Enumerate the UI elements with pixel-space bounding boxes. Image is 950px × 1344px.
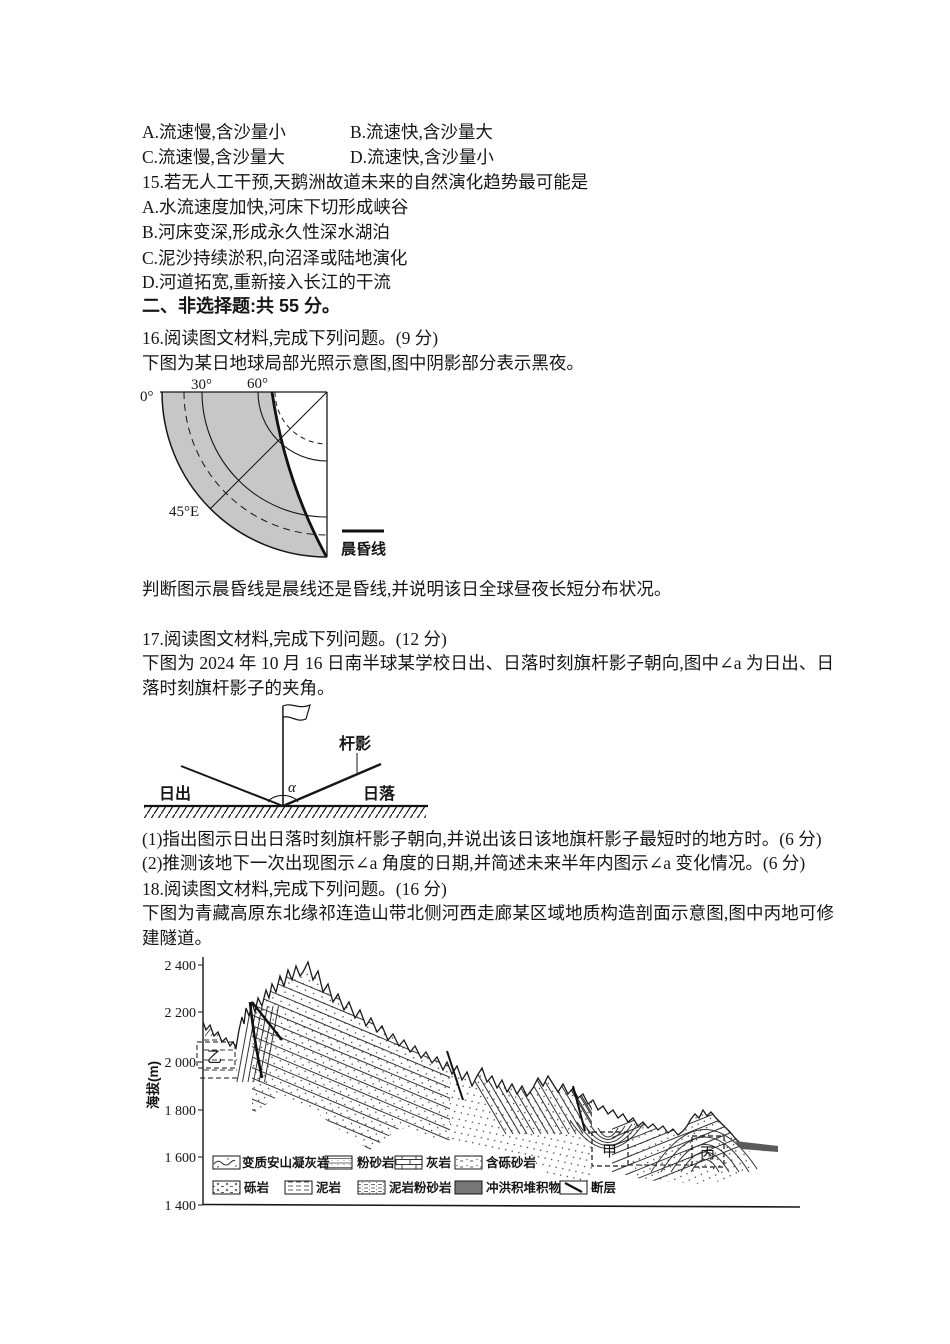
fig16-legend-label: 晨昏线 xyxy=(341,540,386,558)
fig17-flag-icon xyxy=(282,703,311,721)
fig18-legend-label-5: 砾岩 xyxy=(244,1180,270,1195)
fig18-legend-label-8: 冲洪积堆积物 xyxy=(486,1180,562,1195)
fig17-label-pole-shadow: 杆影 xyxy=(339,734,371,753)
fig18-label-yi: 乙 xyxy=(207,1050,222,1066)
fig18-legend-label-7: 泥岩粉砂岩 xyxy=(389,1180,452,1195)
q14-option-a: A.流速慢,含沙量小 xyxy=(142,122,286,142)
q14-option-d: D.流速快,含沙量小 xyxy=(350,147,494,167)
fig18-ytick-2000: 2 000 xyxy=(165,1056,197,1071)
q18-stem: 18.阅读图文材料,完成下列问题。(16 分) xyxy=(142,879,447,899)
fig17-label-sunset: 日落 xyxy=(363,784,396,803)
fig18-legend-label-4: 含砾砂岩 xyxy=(485,1155,537,1170)
fig18-label-jia: 甲 xyxy=(602,1144,617,1160)
section-heading: 二、非选择题:共 55 分。 xyxy=(142,296,341,316)
q15-option-b: B.河床变深,形成永久性深水湖泊 xyxy=(142,222,390,242)
fig18-legend: 变质安山凝灰岩 粉砂岩 灰岩 含砾砂岩 砾岩 泥岩 泥岩粉砂岩 冲洪积堆积物 断… xyxy=(212,1155,617,1195)
fig18-baseline xyxy=(202,1203,801,1208)
fig18-legend-label-9: 断层 xyxy=(591,1180,617,1195)
fig18-legend-label-2: 粉砂岩 xyxy=(357,1155,395,1170)
fig17-sunrise-shadow-line xyxy=(180,765,284,807)
fig17-label-sunrise: 日出 xyxy=(159,784,191,803)
fig18-legend-label-3: 灰岩 xyxy=(426,1155,452,1170)
fig16-label-45e: 45°E xyxy=(169,504,199,520)
q17-sub1: (1)指出图示日出日落时刻旗杆影子朝向,并说出该日该地旗杆影子最短时的地方时。(… xyxy=(142,829,822,849)
fig16-illumination-diagram: 0° 30° 60° 45°E 晨昏线 xyxy=(140,376,386,558)
q16-stem: 16.阅读图文材料,完成下列问题。(9 分) xyxy=(142,328,439,348)
fig18-box-yi xyxy=(196,1041,236,1069)
fig18-geologic-cross-section: 2 400 2 200 2 000 1 800 1 600 1 400 海拔(m… xyxy=(145,957,801,1212)
q14-options-row1: A.流速慢,含沙量小 B.流速快,含沙量大 xyxy=(142,121,493,143)
fig18-faults xyxy=(248,1001,586,1132)
q17-stem: 17.阅读图文材料,完成下列问题。(12 分) xyxy=(142,629,447,649)
q15-option-d: D.河道拓宽,重新接入长江的干流 xyxy=(142,272,391,292)
fig18-anticline-bing xyxy=(650,1129,760,1173)
q16-task: 判断图示晨昏线是晨线还是昏线,并说明该日全球昼夜长短分布状况。 xyxy=(142,579,672,599)
fig18-ytick-1600: 1 600 xyxy=(165,1151,197,1166)
fig16-label-0: 0° xyxy=(140,389,154,405)
q17-sub2: (2)推测该地下一次出现图示∠a 角度的日期,并简述未来半年内图示∠a 变化情况… xyxy=(142,853,806,873)
fig18-alluvial-wedge xyxy=(735,1141,778,1152)
fig18-label-bing: 丙 xyxy=(700,1146,715,1162)
fig17-flagpole-diagram: 杆影 日出 日落 α xyxy=(144,703,428,818)
fig16-label-60: 60° xyxy=(247,376,268,392)
fig18-ytick-2400: 2 400 xyxy=(165,959,197,974)
q16-intro: 下图为某日地球局部光照示意图,图中阴影部分表示黑夜。 xyxy=(142,353,584,373)
fig18-legend-label-1: 变质安山凝灰岩 xyxy=(242,1155,330,1170)
fig18-ytick-1400: 1 400 xyxy=(165,1199,197,1212)
q14-option-c: C.流速慢,含沙量大 xyxy=(142,147,285,167)
q14-options-row2: C.流速慢,含沙量大 D.流速快,含沙量小 xyxy=(142,146,494,168)
fig18-ytick-1800: 1 800 xyxy=(165,1104,197,1119)
fig17-sunset-shadow-line xyxy=(282,762,382,808)
fig18-y-ticks xyxy=(198,964,203,1206)
q17-intro: 下图为 2024 年 10 月 16 日南半球某学校日出、日落时刻旗杆影子朝向,… xyxy=(142,653,834,699)
fig18-box-jia xyxy=(591,1131,629,1167)
fig18-terrain-outline xyxy=(202,960,779,1152)
fig16-meridian-45e xyxy=(209,391,328,510)
fig18-y-axis-label: 海拔(m) xyxy=(145,1061,161,1109)
fig17-label-alpha: α xyxy=(288,780,297,796)
fig18-legend-label-6: 泥岩 xyxy=(316,1180,342,1195)
q15-option-c: C.泥沙持续淤积,向沼泽或陆地演化 xyxy=(142,248,408,268)
fig18-box-bing xyxy=(691,1135,725,1168)
fig17-angle-arc xyxy=(267,794,299,803)
fig18-ytick-2200: 2 200 xyxy=(165,1006,197,1021)
fig17-ground-hatch xyxy=(144,807,426,818)
q15-stem: 15.若无人工干预,天鹅洲故道未来的自然演化趋势最可能是 xyxy=(142,172,589,192)
q18-intro: 下图为青藏高原东北缘祁连造山带北侧河西走廊某区域地质构造剖面示意图,图中丙地可修… xyxy=(142,903,834,949)
fig16-label-30: 30° xyxy=(191,377,212,393)
q15-option-a: A.水流速度加快,河床下切形成峡谷 xyxy=(142,197,409,217)
q14-option-b: B.流速快,含沙量大 xyxy=(350,122,493,142)
fig16-terminator-line xyxy=(270,391,328,557)
